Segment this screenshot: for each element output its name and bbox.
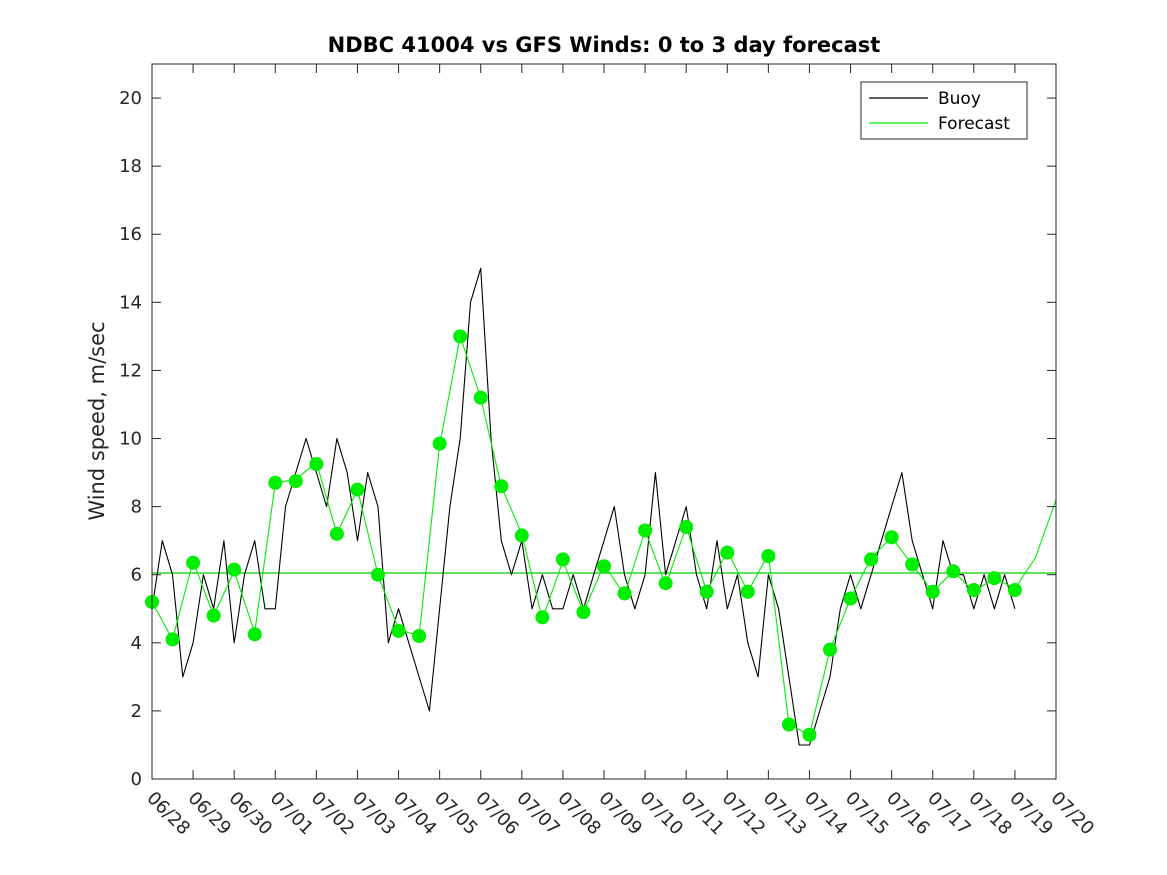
forecast-marker (371, 567, 385, 582)
y-axis-label: Wind speed, m/sec (85, 321, 109, 520)
forecast-marker (884, 530, 899, 545)
forecast-marker (494, 479, 509, 494)
plot-area (145, 267, 1057, 746)
forecast-marker (350, 482, 365, 497)
forecast-marker (761, 548, 776, 563)
forecast-marker (720, 545, 735, 560)
y-tick-label: 6 (131, 565, 142, 586)
forecast-marker (309, 457, 324, 472)
y-tick-label: 8 (131, 497, 142, 518)
forecast-marker (535, 610, 550, 625)
forecast-marker (925, 584, 940, 599)
forecast-marker (268, 475, 283, 490)
forecast-marker (617, 586, 632, 601)
forecast-marker (555, 552, 570, 567)
forecast-marker (473, 390, 488, 405)
forecast-marker (165, 632, 180, 647)
y-tick-label: 18 (119, 156, 142, 177)
forecast-marker (658, 576, 673, 591)
forecast-marker (679, 520, 694, 535)
y-tick-label: 4 (131, 633, 142, 654)
y-tick-label: 2 (131, 701, 142, 722)
forecast-marker (802, 727, 817, 742)
forecast-marker (864, 552, 879, 567)
forecast-marker (247, 627, 262, 642)
y-tick-label: 10 (119, 429, 142, 450)
forecast-marker (740, 584, 755, 599)
y-tick-label: 14 (119, 292, 142, 313)
y-tick-label: 16 (119, 224, 142, 245)
forecast-marker (453, 329, 468, 344)
forecast-markers (145, 329, 1022, 742)
chart-title: NDBC 41004 vs GFS Winds: 0 to 3 day fore… (328, 33, 881, 57)
forecast-marker (966, 583, 981, 598)
forecast-marker (576, 605, 591, 620)
forecast-marker (823, 642, 837, 657)
forecast-marker (391, 623, 406, 638)
forecast-marker (905, 557, 920, 572)
forecast-marker (781, 717, 796, 732)
forecast-marker (288, 474, 303, 489)
legend-box (860, 81, 1028, 140)
y-tick-label: 12 (119, 360, 142, 381)
forecast-marker (987, 571, 1002, 586)
forecast-marker (206, 608, 221, 623)
y-tick-label: 20 (119, 88, 142, 109)
forecast-marker (946, 564, 961, 579)
forecast-marker (432, 436, 447, 451)
forecast-marker (1007, 583, 1022, 598)
forecast-marker (227, 562, 242, 577)
forecast-marker (597, 559, 611, 574)
forecast-marker (843, 591, 858, 606)
forecast-marker (186, 555, 201, 570)
forecast-marker (638, 523, 653, 538)
legend-buoy-label: Buoy (938, 89, 981, 109)
y-tick-label: 0 (131, 769, 142, 790)
forecast-marker (329, 526, 344, 541)
forecast-marker (412, 629, 427, 643)
forecast-marker (699, 584, 714, 599)
forecast-marker (514, 528, 529, 543)
legend-forecast-label: Forecast (938, 114, 1010, 134)
legend: Buoy Forecast (860, 81, 1028, 140)
